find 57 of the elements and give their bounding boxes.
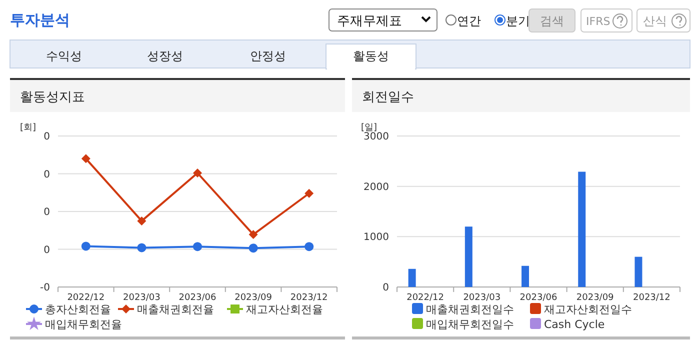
x-tick-label: 2023/12: [633, 293, 670, 303]
legend-label: 매입채무회전율: [45, 318, 122, 331]
y-tick-label: 2000: [364, 182, 389, 193]
chart-title: 회전일수: [362, 90, 414, 105]
x-tick-label: 2023/03: [123, 293, 160, 303]
bar: [578, 172, 586, 287]
bar: [634, 256, 642, 287]
text: 주재무제표: [337, 14, 402, 29]
point: [304, 188, 314, 198]
point: [81, 242, 90, 251]
x-tick-label: 2023/09: [576, 293, 614, 303]
legend-label: 재고자산회전율: [246, 303, 323, 316]
text: 안정성: [250, 49, 286, 63]
x-tick-label: 2023/06: [520, 293, 558, 303]
point: [248, 244, 258, 253]
x-tick-label: 2023/03: [463, 293, 501, 303]
y-tick-label: -0: [40, 282, 50, 294]
legend-label: 매입채무회전일수: [426, 318, 514, 331]
y-tick-label: 3000: [364, 132, 389, 142]
point: [137, 243, 146, 252]
y-tick-label: 0: [44, 132, 50, 142]
text: 산식: [643, 14, 667, 28]
point: [193, 168, 202, 178]
y-tick-label: 0: [44, 244, 50, 256]
y-tick-label: 0: [382, 282, 389, 294]
text: IFRS: [586, 15, 610, 28]
point: [248, 230, 258, 240]
text: 수익성: [46, 49, 82, 63]
x-tick-label: 2022/12: [406, 293, 444, 303]
x-tick-label: 2023/06: [178, 293, 216, 303]
y-tick-label: 0: [44, 207, 50, 218]
text: 분기: [506, 14, 530, 28]
legend-label: 총자산회전율: [45, 303, 111, 316]
point: [304, 242, 314, 252]
legend-label: 매출채권회전일수: [426, 303, 514, 316]
text: 투자분석: [10, 11, 70, 29]
x-tick-label: 2023/12: [290, 293, 328, 303]
y-axis-title: [회]: [20, 123, 36, 133]
chart-title: 활동성지표: [20, 90, 85, 105]
legend-label: 매출채권회전율: [137, 303, 214, 316]
y-tick-label: 1000: [364, 232, 389, 244]
point: [81, 154, 90, 164]
text: 성장성: [147, 49, 183, 63]
text: 활동성: [353, 49, 389, 63]
text: 연간: [457, 14, 481, 28]
y-tick-label: 0: [44, 169, 50, 180]
x-tick-label: 2023/09: [234, 293, 272, 303]
bar: [464, 226, 472, 287]
y-axis-title: [일]: [361, 123, 378, 133]
legend-label: Cash Cycle: [544, 318, 605, 331]
bar: [522, 266, 530, 287]
x-tick-label: 2022/12: [67, 293, 105, 303]
text: 검색: [540, 14, 564, 28]
point: [193, 242, 202, 252]
bar: [408, 268, 416, 287]
point: [137, 216, 146, 226]
legend-label: 재고자산회전일수: [544, 303, 632, 316]
